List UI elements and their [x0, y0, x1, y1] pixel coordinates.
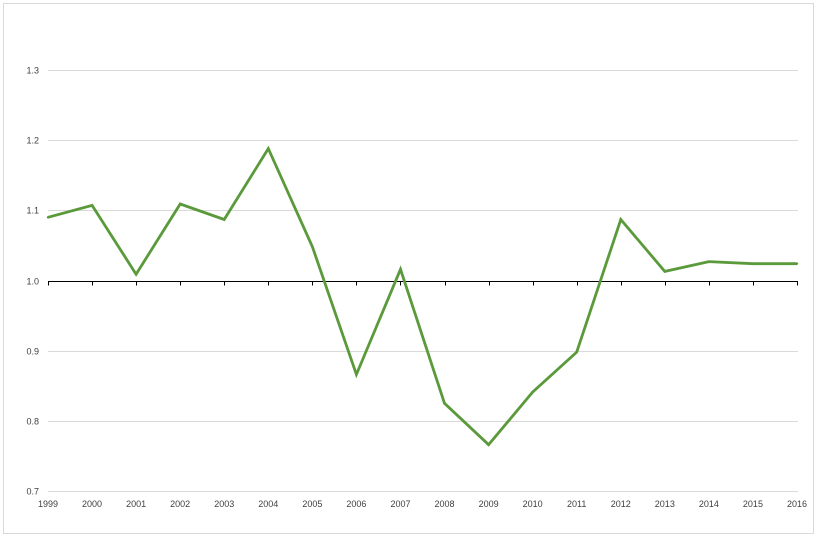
y-tick-label: 0.7 [26, 487, 39, 497]
y-tick-label: 0.8 [26, 417, 39, 427]
data-point-2016 [795, 262, 799, 265]
data-point-2003 [223, 218, 226, 221]
y-tick-label: 1.1 [26, 206, 39, 216]
data-point-2010 [531, 390, 534, 394]
x-tick-label: 2003 [214, 499, 234, 509]
data-point-2001 [134, 272, 138, 276]
data-point-2013 [663, 270, 667, 273]
x-tick-label: 1999 [38, 499, 58, 509]
data-point-2004 [267, 147, 270, 150]
x-tick-label: 2016 [787, 499, 807, 509]
data-point-2012 [619, 218, 622, 221]
data-point-2015 [751, 262, 755, 265]
y-tick-label: 1.0 [26, 277, 39, 287]
x-tick-label: 2008 [435, 499, 455, 509]
data-point-2011 [575, 350, 578, 354]
y-tick-label: 1.3 [26, 66, 39, 76]
x-tick-label: 2001 [126, 499, 146, 509]
data-point-2006 [355, 373, 358, 376]
x-tick-label: 2002 [170, 499, 190, 509]
x-tick-label: 2010 [523, 499, 543, 509]
x-tick-label: 2015 [743, 499, 763, 509]
x-tick-label: 2006 [346, 499, 366, 509]
data-point-2007 [399, 268, 402, 271]
x-tick-label: 2011 [567, 499, 586, 509]
x-tick-label: 2000 [82, 499, 102, 509]
data-point-2009 [487, 443, 490, 446]
series-line [47, 145, 797, 447]
x-tick-label: 2007 [390, 499, 410, 509]
y-tick-label: 0.9 [26, 347, 39, 357]
x-tick-label: 2009 [479, 499, 499, 509]
y-tick-label: 1.2 [26, 136, 39, 146]
data-point-2014 [707, 260, 711, 263]
x-axis-labels: 1999 2000 2001 2002 2003 2004 2005 2006 2007 2008… [38, 499, 807, 509]
data-point-1999 [46, 216, 50, 219]
data-point-2005 [311, 245, 314, 249]
x-tick-label: 2013 [655, 499, 675, 509]
x-tick-label: 2014 [699, 499, 719, 509]
gridlines [48, 70, 798, 492]
x-tick-label: 2005 [302, 499, 322, 509]
data-point-2000 [90, 204, 94, 207]
baseline-axis [48, 281, 798, 286]
series-layer [46, 145, 799, 447]
x-tick-label: 2004 [258, 499, 278, 509]
data-point-2008 [443, 402, 446, 405]
data-point-2002 [178, 202, 182, 206]
x-tick-label: 2012 [611, 499, 631, 509]
y-axis-labels: 0.7 0.8 0.9 1.0 1.1 1.2 1.3 [26, 66, 39, 497]
